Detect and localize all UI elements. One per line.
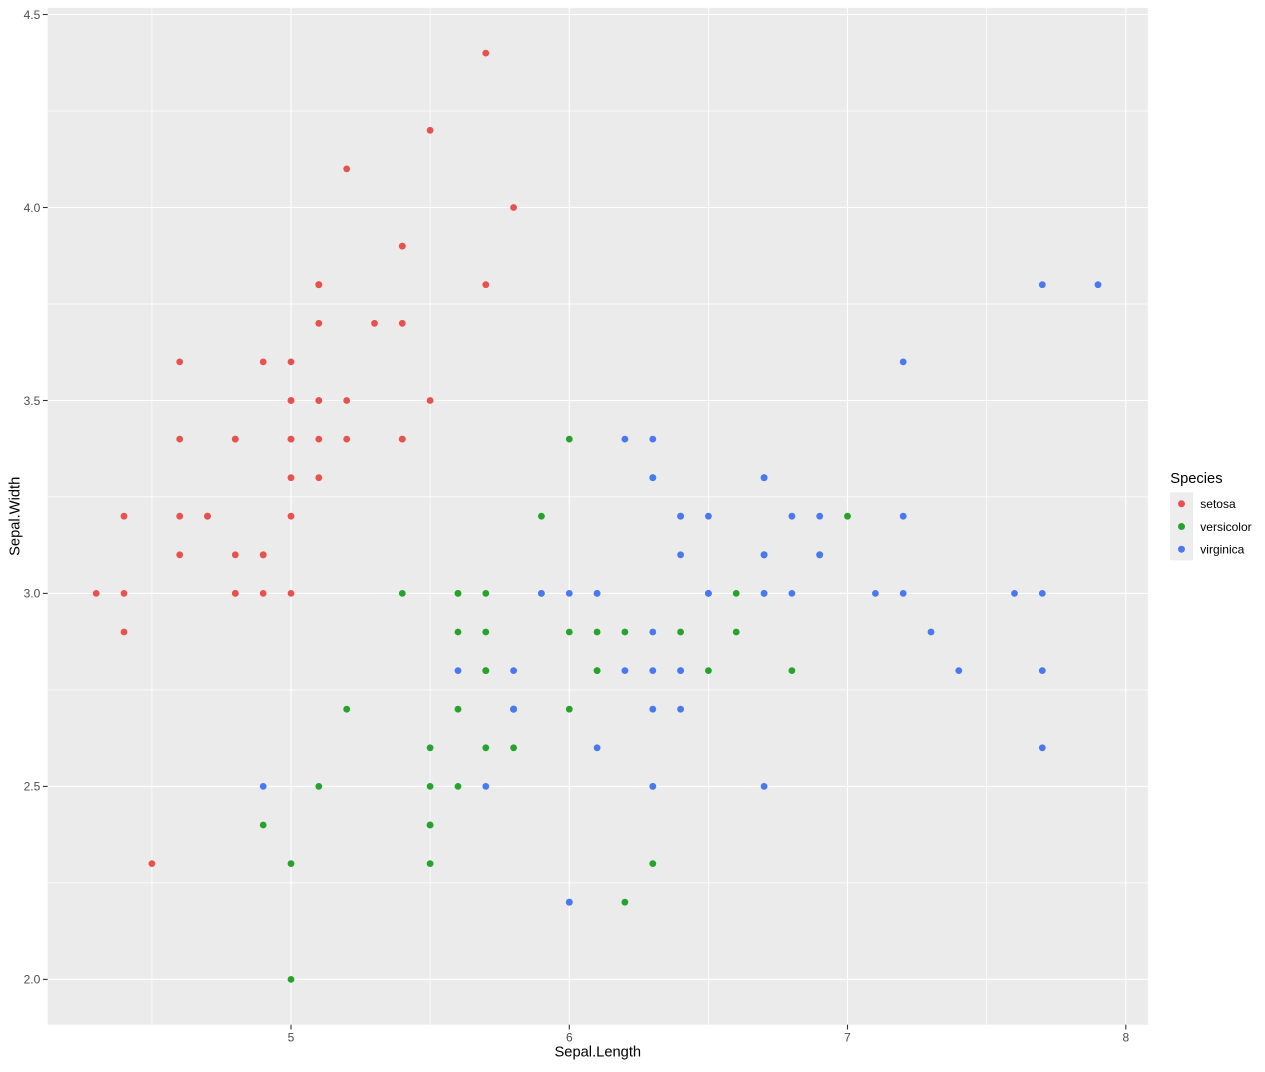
svg-text:7: 7 [844,1031,851,1045]
svg-text:versicolor: versicolor [1200,520,1251,534]
svg-text:2.5: 2.5 [24,780,41,794]
svg-text:2.0: 2.0 [24,973,41,987]
svg-text:Sepal.Width: Sepal.Width [8,477,24,556]
svg-text:4.5: 4.5 [24,8,41,22]
svg-text:Species: Species [1170,471,1222,487]
svg-text:3.0: 3.0 [24,587,41,601]
svg-text:3.5: 3.5 [24,394,41,408]
svg-text:8: 8 [1122,1031,1129,1045]
svg-text:setosa: setosa [1200,497,1236,511]
svg-text:6: 6 [566,1031,573,1045]
svg-text:virginica: virginica [1200,543,1244,557]
svg-text:4.0: 4.0 [24,201,41,215]
svg-text:Sepal.Length: Sepal.Length [555,1045,642,1061]
svg-text:5: 5 [288,1031,295,1045]
